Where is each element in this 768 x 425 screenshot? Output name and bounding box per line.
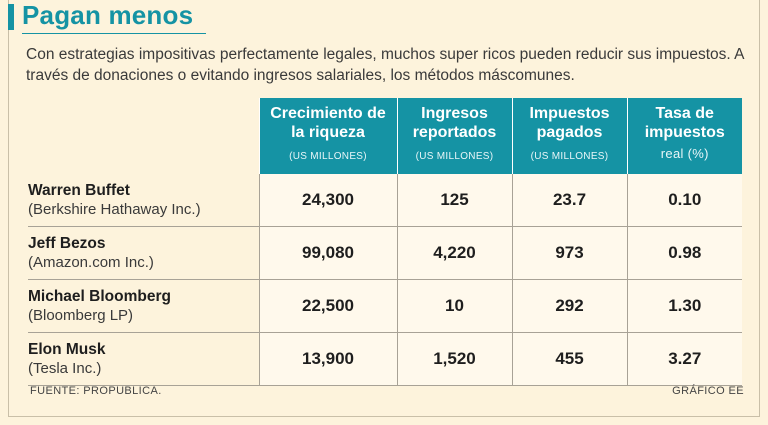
column-header-tax-rate: Tasa de impuestos real (%): [626, 98, 742, 174]
person-name: Michael Bloomberg: [28, 288, 171, 305]
column-header-unit: (US MILLONES): [289, 151, 367, 162]
cell-wealth-growth: 24,300: [258, 174, 397, 227]
title-underline: [22, 33, 206, 34]
cell-tax-rate: 1.30: [626, 279, 742, 333]
company-name: (Amazon.com Inc.): [28, 254, 154, 271]
chart-subtitle: Con estrategias impositivas perfectament…: [26, 46, 744, 84]
row-label: Jeff Bezos (Amazon.com Inc.): [28, 226, 259, 280]
column-header-unit: real (%): [660, 146, 709, 161]
graphic-credit: GRÁFICO EE: [672, 385, 744, 397]
table-row: Warren Buffet (Berkshire Hathaway Inc.) …: [28, 174, 742, 227]
header-row: Crecimiento de la riqueza (US MILLONES) …: [28, 98, 742, 174]
table-row: Elon Musk (Tesla Inc.) 13,900 1,520 455 …: [28, 332, 742, 386]
column-header-label: Impuestos pagados: [529, 105, 610, 141]
column-header-label: Tasa de impuestos: [644, 105, 725, 141]
table-row: Jeff Bezos (Amazon.com Inc.) 99,080 4,22…: [28, 226, 742, 280]
cell-tax-rate: 3.27: [626, 332, 742, 386]
cell-taxes-paid: 455: [511, 332, 627, 386]
row-label: Michael Bloomberg (Bloomberg LP): [28, 279, 259, 333]
cell-reported-income: 4,220: [396, 226, 512, 280]
column-header-unit: (US MILLONES): [530, 151, 609, 162]
column-header-unit: (US MILLONES): [415, 151, 494, 162]
person-name: Warren Buffet: [28, 182, 130, 199]
row-label: Elon Musk (Tesla Inc.): [28, 332, 259, 386]
person-name: Elon Musk: [28, 341, 106, 358]
person-name: Jeff Bezos: [28, 235, 106, 252]
chart-title: Pagan menos: [22, 0, 194, 30]
cell-wealth-growth: 13,900: [258, 332, 397, 386]
cell-tax-rate: 0.98: [626, 226, 742, 280]
company-name: (Berkshire Hathaway Inc.): [28, 201, 201, 218]
column-header-wealth-growth: Crecimiento de la riqueza (US MILLONES): [258, 98, 397, 174]
column-header-label: Crecimiento de la riqueza: [270, 105, 386, 141]
cell-wealth-growth: 22,500: [258, 279, 397, 333]
source-note: FUENTE: PROPUBLICA.: [30, 385, 162, 397]
column-header-label: Ingresos reportados: [412, 105, 497, 141]
company-name: (Tesla Inc.): [28, 360, 102, 377]
cell-taxes-paid: 23.7: [511, 174, 627, 227]
company-name: (Bloomberg LP): [28, 307, 134, 324]
header-blank-cell: [28, 98, 259, 174]
cell-taxes-paid: 292: [511, 279, 627, 333]
column-header-taxes-paid: Impuestos pagados (US MILLONES): [511, 98, 627, 174]
chart-frame: [8, 0, 760, 417]
cell-wealth-growth: 99,080: [258, 226, 397, 280]
title-accent-bar: [8, 4, 14, 30]
cell-reported-income: 1,520: [396, 332, 512, 386]
cell-tax-rate: 0.10: [626, 174, 742, 227]
table-row: Michael Bloomberg (Bloomberg LP) 22,500 …: [28, 279, 742, 333]
cell-reported-income: 125: [396, 174, 512, 227]
data-table: Crecimiento de la riqueza (US MILLONES) …: [28, 98, 742, 386]
cell-reported-income: 10: [396, 279, 512, 333]
row-label: Warren Buffet (Berkshire Hathaway Inc.): [28, 174, 259, 227]
column-header-reported-income: Ingresos reportados (US MILLONES): [396, 98, 512, 174]
cell-taxes-paid: 973: [511, 226, 627, 280]
